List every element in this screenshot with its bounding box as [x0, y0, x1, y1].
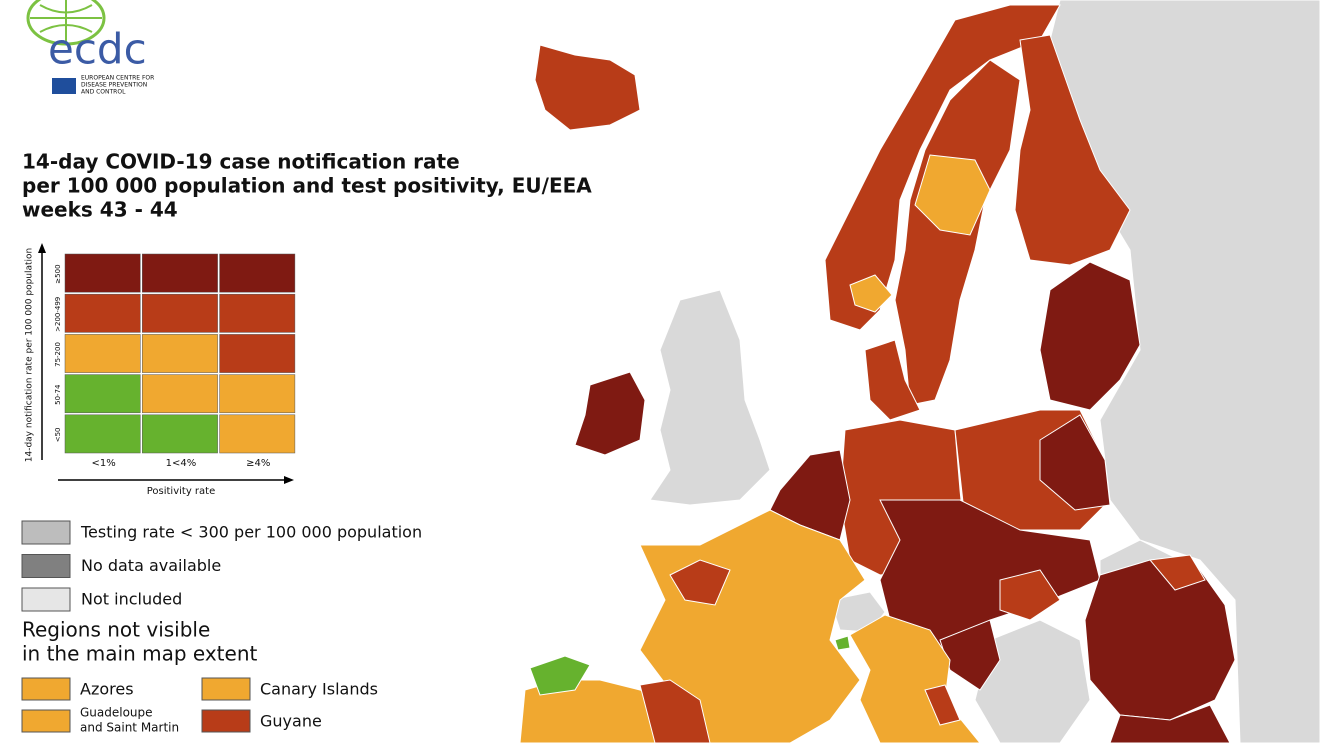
matrix-row-label: <50: [54, 428, 62, 443]
legend-label: Testing rate < 300 per 100 000 populatio…: [80, 523, 422, 542]
title: 14-day COVID-19 case notification rate: [22, 150, 460, 174]
spain-northeast: [639, 679, 711, 743]
iceland: [534, 44, 641, 131]
matrix-column-label: ≥4%: [246, 458, 270, 469]
logo-globe-lines: [30, 0, 102, 44]
norway: [824, 4, 1061, 331]
map: [519, 0, 1320, 743]
italy-region: [924, 684, 961, 726]
logo-name: ecdc: [48, 25, 147, 74]
legend-label: Not included: [81, 590, 182, 609]
region-swatch: [21, 677, 71, 701]
title: per 100 000 population and test positivi…: [22, 174, 592, 198]
poland-east: [1039, 414, 1111, 511]
matrix-y-label: 14-day notification rate per 100 000 pop…: [25, 248, 35, 463]
y-arrow-head: [38, 243, 46, 253]
regions-title: in the main map extent: [22, 642, 258, 666]
denmark: [864, 339, 921, 421]
non-eu-land: [649, 289, 771, 506]
matrix-cell: [142, 253, 218, 293]
legend-label: No data available: [81, 556, 221, 575]
title: weeks 43 - 44: [22, 198, 178, 222]
region-swatch: [201, 709, 251, 733]
matrix-cell: [64, 253, 141, 293]
matrix-column-label: <1%: [92, 458, 116, 469]
romania: [1084, 559, 1236, 721]
non-eu-land: [974, 619, 1091, 743]
region-swatch: [21, 709, 71, 733]
logo-subtitle: DISEASE PREVENTION: [81, 82, 147, 89]
region-label: Canary Islands: [260, 680, 378, 699]
matrix-row-label: ≥500: [54, 264, 62, 283]
matrix-cell: [219, 253, 296, 293]
eu-flag: [52, 78, 76, 94]
matrix-cell: [142, 374, 218, 414]
bulgaria: [1109, 704, 1231, 743]
france-region: [669, 559, 731, 606]
matrix-cell: [219, 414, 296, 454]
region-label: and Saint Martin: [80, 721, 179, 735]
region-label: Azores: [80, 680, 134, 699]
matrix-column-label: 1<4%: [166, 458, 197, 469]
matrix-cell: [64, 414, 141, 454]
romania-region: [1149, 554, 1206, 591]
matrix-row-label: 50-74: [54, 384, 62, 405]
norway-region: [849, 274, 893, 313]
matrix-cell: [142, 414, 218, 454]
matrix-cell: [142, 293, 218, 333]
matrix-cell: [142, 334, 218, 373]
logo-subtitle: AND CONTROL: [81, 89, 126, 96]
hungary: [999, 569, 1061, 621]
matrix-cell: [219, 334, 296, 373]
region-swatch: [201, 677, 251, 701]
logo-subtitle: EUROPEAN CENTRE FOR: [81, 75, 154, 82]
matrix-cell: [64, 293, 141, 333]
baltics: [1039, 261, 1141, 411]
x-arrow-head: [284, 476, 294, 484]
logo: ecdc EUROPEAN CENTRE FOR DISEASE PREVENT…: [26, 0, 154, 96]
italy-region: [834, 635, 851, 651]
spain-north: [529, 655, 591, 696]
matrix-cell: [219, 293, 296, 333]
legend-swatch: [21, 520, 71, 545]
sweden-region: [914, 154, 991, 236]
matrix-row-label: 75-200: [54, 342, 62, 367]
legend-swatch: [21, 587, 71, 612]
ireland: [574, 371, 646, 456]
matrix-cell: [64, 334, 141, 373]
finland: [1014, 34, 1131, 266]
regions-title: Regions not visible: [22, 618, 210, 642]
matrix-cell: [219, 374, 296, 414]
region-label: Guyane: [260, 712, 322, 731]
matrix-row-label: >200-499: [54, 297, 62, 332]
region-label: Guadeloupe: [80, 706, 153, 720]
legend-swatch: [21, 554, 71, 578]
matrix-x-label: Positivity rate: [147, 486, 216, 497]
matrix-cell: [64, 374, 141, 414]
